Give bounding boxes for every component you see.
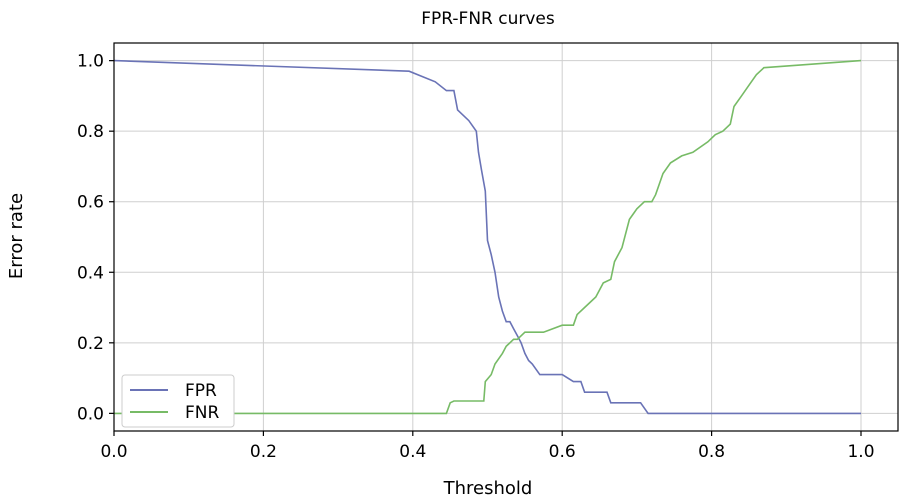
y-tick-label: 0.4	[77, 263, 104, 283]
y-tick-label: 0.6	[77, 193, 104, 213]
y-tick-label: 0.8	[77, 122, 104, 142]
chart-title: FPR-FNR curves	[421, 9, 555, 29]
legend: FPR FNR	[121, 374, 235, 428]
x-tick-label: 0.8	[698, 442, 725, 462]
legend-label-fpr: FPR	[185, 381, 217, 401]
plot-frame	[113, 42, 899, 432]
y-tick-label: 0.2	[77, 334, 104, 354]
y-axis-label: Error rate	[6, 193, 27, 279]
legend-box	[121, 374, 235, 428]
y-tick-label: 1.0	[77, 52, 104, 72]
x-tick-label: 0.4	[399, 442, 426, 462]
legend-label-fnr: FNR	[185, 403, 219, 423]
x-tick-label: 1.0	[847, 442, 874, 462]
grid-layer	[113, 43, 898, 431]
series-line-fnr	[114, 59, 862, 415]
x-tick-label: 0.6	[549, 442, 576, 462]
tick-layer: 0.0 0.2 0.4 0.6 0.8 1.0 0.0 0.2 0.4 0.6 0.8 1.0	[77, 52, 875, 462]
series-layer	[113, 59, 862, 415]
y-tick-label: 0.0	[77, 404, 104, 424]
x-axis-label: Threshold	[443, 478, 533, 499]
series-line-fpr	[113, 59, 861, 415]
x-tick-label: 0.0	[100, 442, 127, 462]
x-tick-label: 0.2	[250, 442, 277, 462]
